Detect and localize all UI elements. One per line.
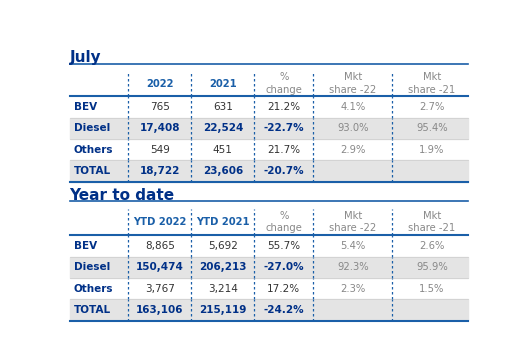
Text: 206,213: 206,213: [199, 262, 247, 272]
Text: 18,722: 18,722: [140, 166, 180, 176]
Text: 2021: 2021: [209, 79, 237, 89]
Text: Diesel: Diesel: [73, 123, 110, 133]
Text: Mkt
share -22: Mkt share -22: [329, 73, 376, 95]
Text: 631: 631: [213, 102, 233, 112]
Text: Mkt
share -21: Mkt share -21: [408, 211, 456, 233]
Text: 2.7%: 2.7%: [419, 102, 445, 112]
Text: 95.4%: 95.4%: [416, 123, 448, 133]
Text: 2022: 2022: [146, 79, 173, 89]
Text: Mkt
share -21: Mkt share -21: [408, 73, 456, 95]
Text: 55.7%: 55.7%: [267, 241, 300, 251]
Text: TOTAL: TOTAL: [73, 166, 111, 176]
Text: %
change: % change: [265, 211, 302, 233]
Text: 5.4%: 5.4%: [340, 241, 365, 251]
Text: 215,119: 215,119: [199, 305, 247, 315]
Text: BEV: BEV: [73, 241, 97, 251]
Text: 765: 765: [150, 102, 170, 112]
Text: Mkt
share -22: Mkt share -22: [329, 211, 376, 233]
Bar: [70, 257, 467, 278]
Text: Others: Others: [73, 284, 113, 293]
Text: 17.2%: 17.2%: [267, 284, 300, 293]
Text: 1.9%: 1.9%: [419, 145, 445, 155]
Text: 2.3%: 2.3%: [340, 284, 365, 293]
Text: 163,106: 163,106: [136, 305, 184, 315]
Text: 22,524: 22,524: [203, 123, 243, 133]
Text: 21.7%: 21.7%: [267, 145, 300, 155]
Text: %
change: % change: [265, 73, 302, 95]
Text: 92.3%: 92.3%: [337, 262, 368, 272]
Text: 150,474: 150,474: [136, 262, 184, 272]
Text: -24.2%: -24.2%: [264, 305, 304, 315]
Text: 3,767: 3,767: [145, 284, 175, 293]
Text: July: July: [70, 50, 101, 65]
Text: 8,865: 8,865: [145, 241, 175, 251]
Text: -20.7%: -20.7%: [264, 166, 304, 176]
Text: 5,692: 5,692: [208, 241, 238, 251]
Text: -22.7%: -22.7%: [264, 123, 304, 133]
Text: 2.6%: 2.6%: [419, 241, 445, 251]
Bar: [70, 299, 467, 321]
Text: Year to date: Year to date: [70, 188, 174, 203]
Text: 93.0%: 93.0%: [337, 123, 368, 133]
Text: 549: 549: [150, 145, 170, 155]
Text: 451: 451: [213, 145, 233, 155]
Text: Diesel: Diesel: [73, 262, 110, 272]
Text: -27.0%: -27.0%: [264, 262, 304, 272]
Text: 3,214: 3,214: [208, 284, 238, 293]
Text: 4.1%: 4.1%: [340, 102, 365, 112]
Text: 2.9%: 2.9%: [340, 145, 366, 155]
Bar: [70, 118, 467, 139]
Text: 95.9%: 95.9%: [416, 262, 448, 272]
Text: 17,408: 17,408: [140, 123, 180, 133]
Text: YTD 2022: YTD 2022: [133, 217, 187, 227]
Text: BEV: BEV: [73, 102, 97, 112]
Text: 21.2%: 21.2%: [267, 102, 300, 112]
Text: TOTAL: TOTAL: [73, 305, 111, 315]
Text: YTD 2021: YTD 2021: [196, 217, 249, 227]
Text: Others: Others: [73, 145, 113, 155]
Text: 1.5%: 1.5%: [419, 284, 445, 293]
Text: 23,606: 23,606: [203, 166, 243, 176]
Bar: [70, 160, 467, 182]
